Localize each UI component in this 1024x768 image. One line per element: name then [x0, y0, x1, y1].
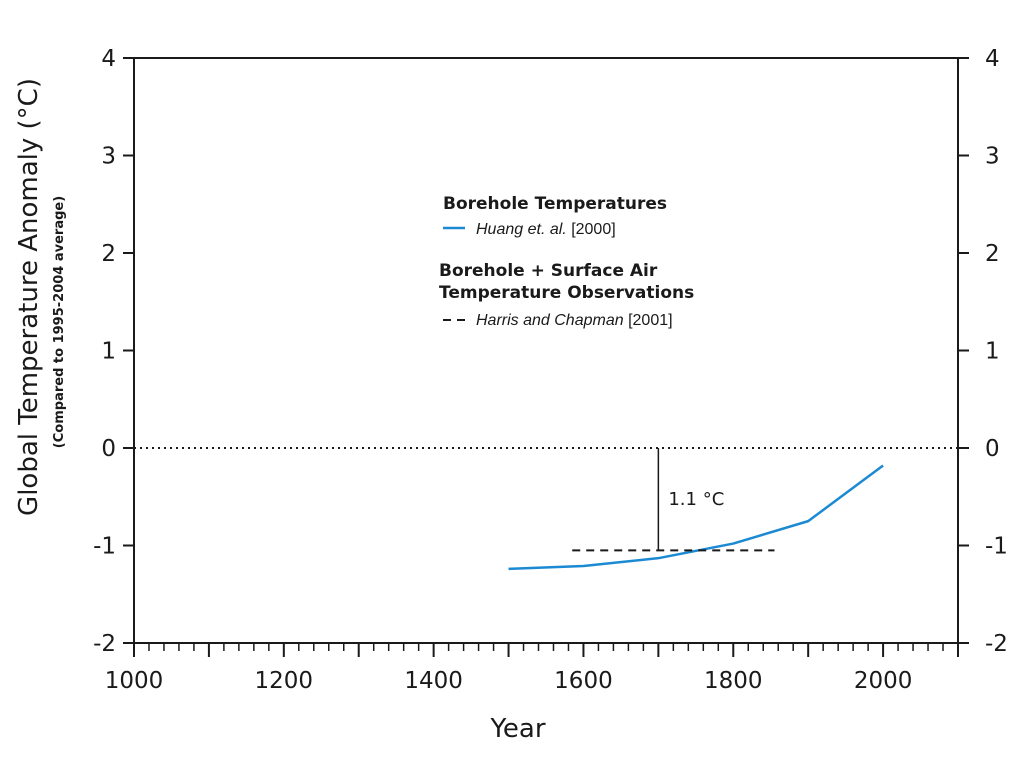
series-layer — [508, 464, 884, 571]
legend: Borehole Temperatures Huang et. al. [200… — [439, 194, 694, 329]
annotation-label: 1.1 °C — [668, 489, 724, 510]
legend-item-harris-author: Harris and Chapman — [476, 312, 624, 329]
series-line-huang — [508, 464, 884, 571]
legend-heading-combined-line2: Temperature Observations — [439, 283, 694, 303]
y-tick-label-left: 2 — [101, 241, 116, 267]
x-tick-label: 1400 — [404, 668, 463, 694]
annotation-layer: 1.1 °C — [657, 448, 724, 551]
y-tick-label-left: -2 — [93, 631, 116, 657]
legend-item-huang-author: Huang et. al. — [476, 221, 567, 238]
tick-marks — [123, 57, 969, 657]
tick-labels: -2 -2 -1 -1 0 0 1 1 2 2 3 3 4 4 1000 1200 1400 1600 1800 20… — [93, 46, 1008, 694]
y-axis-title: Global Temperature Anomaly (°C) — [14, 78, 44, 516]
y-tick-label-right: -1 — [985, 534, 1008, 560]
y-tick-label-left: 1 — [101, 339, 116, 365]
y-tick-label-left: -1 — [93, 534, 116, 560]
legend-heading-combined-line1: Borehole + Surface Air — [439, 261, 658, 281]
legend-item-harris: Harris and Chapman [2001] — [476, 312, 673, 329]
axes — [133, 57, 959, 644]
y-tick-label-right: 1 — [985, 339, 1000, 365]
y-tick-label-right: 2 — [985, 241, 1000, 267]
x-tick-label: 1800 — [704, 668, 763, 694]
y-tick-label-right: 4 — [985, 46, 1000, 72]
legend-heading-borehole: Borehole Temperatures — [443, 194, 667, 214]
legend-item-harris-year: [2001] — [628, 312, 672, 329]
y-tick-label-right: -2 — [985, 631, 1008, 657]
y-tick-label-left: 0 — [101, 436, 116, 462]
y-tick-label-right: 0 — [985, 436, 1000, 462]
y-tick-label-right: 3 — [985, 144, 1000, 170]
y-axis-subtitle: (Compared to 1995-2004 average) — [52, 196, 67, 448]
x-tick-label: 1600 — [554, 668, 613, 694]
x-tick-label: 1200 — [255, 668, 314, 694]
y-tick-label-left: 3 — [101, 144, 116, 170]
legend-item-huang: Huang et. al. [2000] — [476, 221, 616, 238]
x-tick-label: 2000 — [854, 668, 913, 694]
legend-item-huang-year: [2000] — [571, 221, 615, 238]
x-tick-label: 1000 — [105, 668, 164, 694]
x-axis-title: Year — [489, 714, 545, 744]
y-tick-label-left: 4 — [101, 46, 116, 72]
